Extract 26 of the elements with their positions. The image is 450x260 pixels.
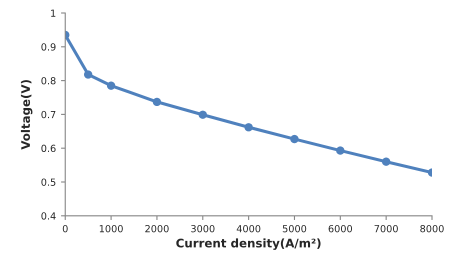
y-tick-label: 0.5 bbox=[41, 178, 56, 186]
x-tick-label: 3000 bbox=[191, 225, 215, 232]
y-tick-label: 0.9 bbox=[41, 43, 56, 51]
x-tick-label: 6000 bbox=[328, 225, 352, 232]
x-tick-label: 7000 bbox=[374, 225, 398, 232]
y-tick-label: 0.8 bbox=[41, 77, 56, 84]
x-tick-label: 0 bbox=[62, 225, 68, 232]
x-tick-label: 1000 bbox=[100, 225, 123, 232]
y-axis-title: Voltage(V) bbox=[20, 80, 32, 150]
x-tick-label: 4000 bbox=[236, 225, 260, 232]
point bbox=[290, 134, 299, 144]
x-tick-label: 8000 bbox=[420, 225, 444, 232]
point bbox=[106, 82, 116, 90]
y-tick-label: 0.4 bbox=[41, 212, 56, 220]
point bbox=[382, 158, 390, 166]
point bbox=[336, 146, 344, 155]
point bbox=[152, 98, 162, 106]
point bbox=[244, 123, 253, 132]
x-axis-title: Current density(A/m²) bbox=[176, 238, 321, 250]
y-tick-label: 0.6 bbox=[41, 144, 56, 152]
y-tick-label: 1 bbox=[51, 10, 56, 17]
x-tick-label: 5000 bbox=[282, 225, 306, 232]
y-tick-label: 0.7 bbox=[41, 110, 56, 118]
x-tick-label: 2000 bbox=[145, 225, 169, 232]
point bbox=[198, 110, 207, 119]
point bbox=[84, 70, 92, 79]
